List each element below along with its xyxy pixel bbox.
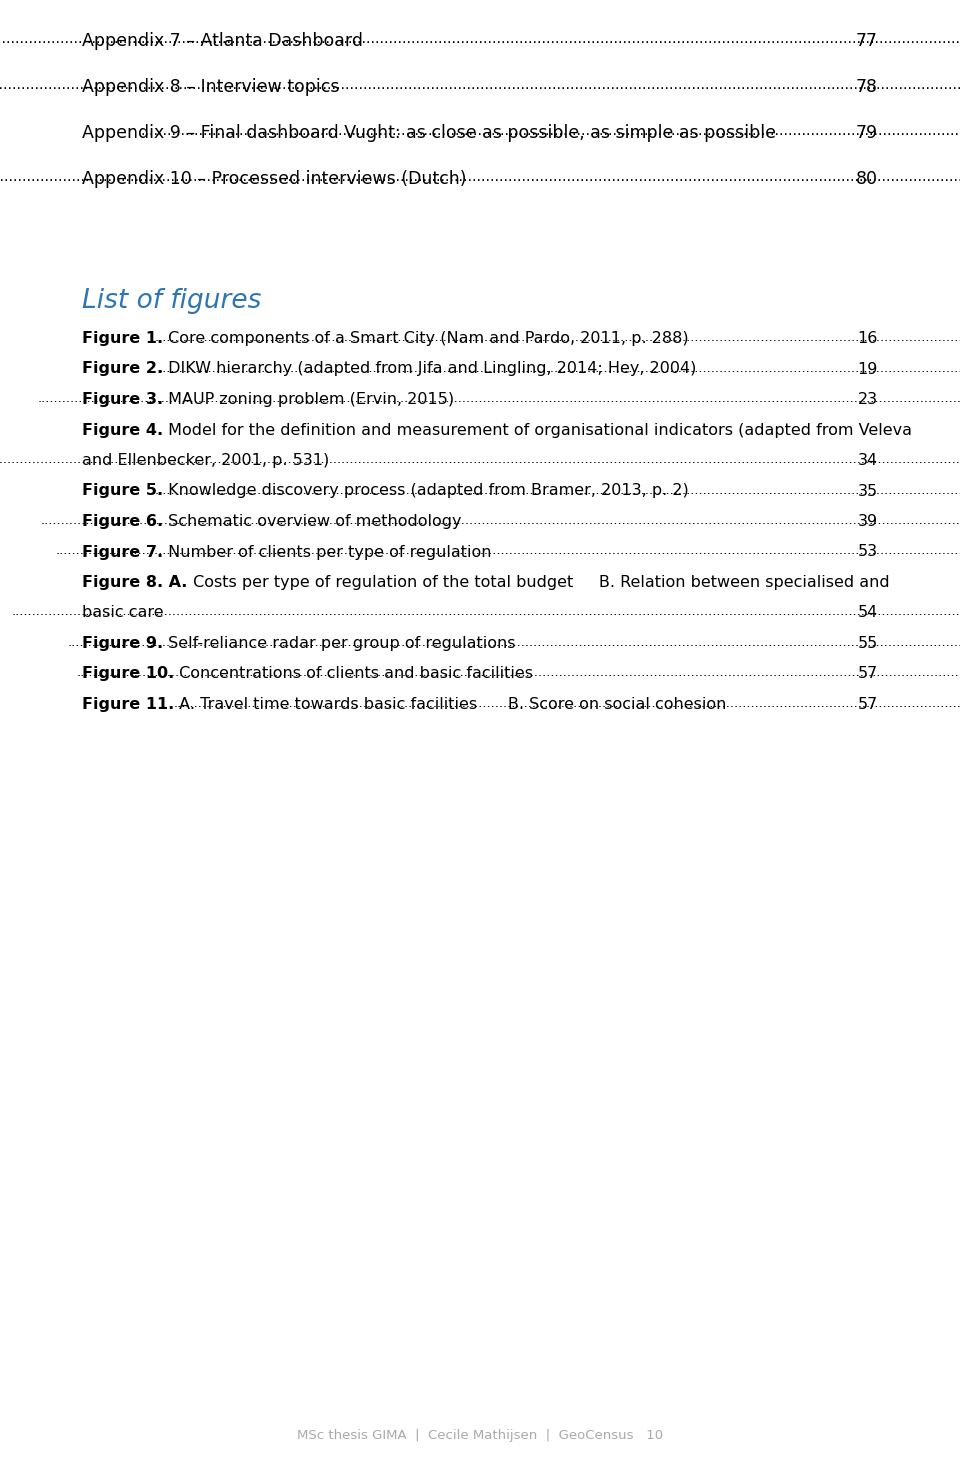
Text: 54: 54 <box>857 606 878 620</box>
Text: Figure 4.: Figure 4. <box>82 422 163 438</box>
Text: 77: 77 <box>856 32 878 50</box>
Text: DIKW hierarchy (adapted from Jifa and Lingling, 2014; Hey, 2004): DIKW hierarchy (adapted from Jifa and Li… <box>163 362 697 376</box>
Text: ................................................................................: ........................................… <box>0 453 960 466</box>
Text: Knowledge discovery process (adapted from Bramer, 2013, p. 2): Knowledge discovery process (adapted fro… <box>163 484 689 498</box>
Text: ................................................................................: ........................................… <box>155 331 960 344</box>
Text: ................................................................................: ........................................… <box>0 32 960 46</box>
Text: ................................................................................: ........................................… <box>0 78 960 93</box>
Text: ................................................................................: ........................................… <box>41 514 960 528</box>
Text: ................................................................................: ........................................… <box>174 697 960 710</box>
Text: Figure 1.: Figure 1. <box>82 331 163 345</box>
Text: Figure 9.: Figure 9. <box>82 637 163 651</box>
Text: Figure 8.: Figure 8. <box>82 575 163 589</box>
Text: ................................................................................: ........................................… <box>12 606 960 619</box>
Text: 19: 19 <box>857 362 878 376</box>
Text: 79: 79 <box>856 123 878 143</box>
Text: 35: 35 <box>858 484 878 498</box>
Text: Appendix 7 – Atlanta Dashboard: Appendix 7 – Atlanta Dashboard <box>82 32 363 50</box>
Text: basic care: basic care <box>82 606 163 620</box>
Text: A. Travel time towards basic facilities      B. Score on social cohesion: A. Travel time towards basic facilities … <box>175 697 727 711</box>
Text: ................................................................................: ........................................… <box>68 637 960 648</box>
Text: MAUP zoning problem (Ervin, 2015): MAUP zoning problem (Ervin, 2015) <box>163 392 454 407</box>
Text: ................................................................................: ........................................… <box>0 171 960 184</box>
Text: Figure 3.: Figure 3. <box>82 392 163 407</box>
Text: Figure 6.: Figure 6. <box>82 514 163 529</box>
Text: Costs per type of regulation of the total budget     B. Relation between special: Costs per type of regulation of the tota… <box>187 575 889 589</box>
Text: and Ellenbecker, 2001, p. 531): and Ellenbecker, 2001, p. 531) <box>82 453 329 467</box>
Text: Appendix 9 – Final dashboard Vught: as close as possible, as simple as possible: Appendix 9 – Final dashboard Vught: as c… <box>82 123 776 143</box>
Text: Core components of a Smart City (Nam and Pardo, 2011, p. 288): Core components of a Smart City (Nam and… <box>163 331 688 345</box>
Text: Figure 7.: Figure 7. <box>82 544 163 560</box>
Text: Figure 2.: Figure 2. <box>82 362 163 376</box>
Text: ................................................................................: ........................................… <box>77 666 960 679</box>
Text: 23: 23 <box>858 392 878 407</box>
Text: ................................................................................: ........................................… <box>155 484 960 497</box>
Text: Appendix 10 – Processed interviews (Dutch): Appendix 10 – Processed interviews (Dutc… <box>82 171 467 188</box>
Text: ................................................................................: ........................................… <box>37 392 960 406</box>
Text: 57: 57 <box>857 666 878 682</box>
Text: 55: 55 <box>857 637 878 651</box>
Text: Self-reliance radar per group of regulations: Self-reliance radar per group of regulat… <box>163 637 516 651</box>
Text: MSc thesis GIMA  |  Cecile Mathijsen  |  GeoCensus   10: MSc thesis GIMA | Cecile Mathijsen | Geo… <box>297 1429 663 1442</box>
Text: Figure 11.: Figure 11. <box>82 697 175 711</box>
Text: Figure 5.: Figure 5. <box>82 484 163 498</box>
Text: A.: A. <box>163 575 187 589</box>
Text: Figure 10.: Figure 10. <box>82 666 175 682</box>
Text: Appendix 8 – Interview topics: Appendix 8 – Interview topics <box>82 78 340 96</box>
Text: 57: 57 <box>857 697 878 711</box>
Text: ................................................................................: ........................................… <box>56 544 960 557</box>
Text: Concentrations of clients and basic facilities: Concentrations of clients and basic faci… <box>175 666 533 682</box>
Text: Number of clients per type of regulation: Number of clients per type of regulation <box>163 544 492 560</box>
Text: 16: 16 <box>857 331 878 345</box>
Text: 78: 78 <box>856 78 878 96</box>
Text: 53: 53 <box>858 544 878 560</box>
Text: 34: 34 <box>858 453 878 467</box>
Text: Model for the definition and measurement of organisational indicators (adapted f: Model for the definition and measurement… <box>163 422 912 438</box>
Text: Schematic overview of methodology: Schematic overview of methodology <box>163 514 462 529</box>
Text: ................................................................................: ........................................… <box>158 362 960 375</box>
Text: 80: 80 <box>856 171 878 188</box>
Text: 39: 39 <box>858 514 878 529</box>
Text: ................................................................................: ........................................… <box>141 123 960 138</box>
Text: List of figures: List of figures <box>82 288 261 315</box>
